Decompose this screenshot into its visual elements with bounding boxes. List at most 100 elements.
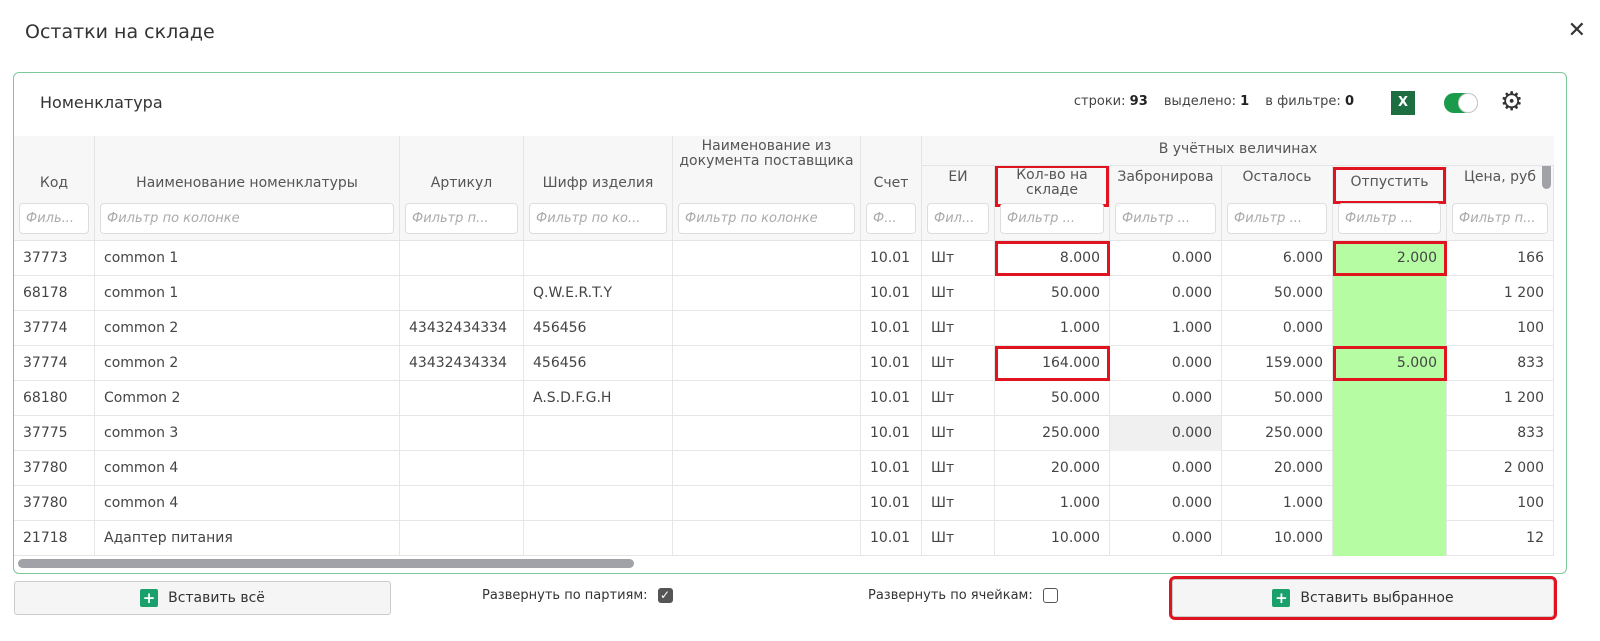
group-header: В учётных величинах [922, 136, 1554, 166]
cell-unit: Шт [922, 416, 995, 451]
cell-account: 10.01 [861, 451, 922, 486]
checkbox-unchecked[interactable] [1042, 588, 1058, 603]
filter-input-name[interactable]: Фильтр по колонке [100, 203, 394, 234]
cell-code: 21718 [14, 521, 95, 556]
expand-batches-checkbox[interactable]: Развернуть по партиям: ✓ [482, 588, 673, 603]
cell-release[interactable] [1333, 276, 1447, 311]
plus-icon: + [140, 589, 159, 607]
cell-name: Common 2 [95, 381, 400, 416]
toggle-switch[interactable] [1444, 93, 1478, 113]
column-label: Наименование номенклатуры [136, 175, 358, 191]
column-label: Код [39, 175, 69, 191]
cell-release[interactable] [1333, 521, 1447, 556]
cell-account: 10.01 [861, 346, 922, 381]
cell-unit: Шт [922, 451, 995, 486]
table-row[interactable]: 21718 Адаптер питания 10.01 Шт 10.000 0.000 10… [14, 521, 1554, 556]
filter-count: 0 [1344, 94, 1354, 109]
cell-product-code [524, 241, 673, 276]
cell-code: 68178 [14, 276, 95, 311]
cell-release[interactable] [1333, 381, 1447, 416]
cell-release[interactable] [1333, 486, 1447, 521]
dialog-title: Остатки на складе [25, 21, 215, 43]
cell-price: 2 000 [1447, 451, 1554, 486]
cell-release[interactable]: 2.000 [1333, 241, 1447, 276]
filter-input-unit[interactable]: Фил... [927, 203, 989, 234]
cell-reserved: 1.000 [1110, 311, 1222, 346]
cell-reserved: 0.000 [1110, 451, 1222, 486]
column-label: Шифр изделия [542, 175, 654, 191]
column-header-article[interactable]: Артикул Фильтр п... [400, 136, 524, 241]
filter-input-code[interactable]: Филь... [19, 203, 89, 234]
table-row[interactable]: 68180 Common 2 A.S.D.F.G.H 10.01 Шт 50.000 0.0… [14, 381, 1554, 416]
gear-icon[interactable]: ⚙ [1500, 87, 1524, 117]
cell-supplier-name [673, 451, 861, 486]
cell-code: 37780 [14, 486, 95, 521]
insert-selected-button[interactable]: + Вставить выбранное [1169, 576, 1557, 620]
cell-account: 10.01 [861, 416, 922, 451]
horizontal-scrollbar[interactable] [18, 559, 634, 568]
table-row[interactable]: 37773 common 1 10.01 Шт 8.000 0.000 6.000 2.000… [14, 241, 1554, 276]
column-label: ЕИ [948, 169, 968, 185]
filter-input-stock-qty[interactable]: Фильтр ... [1000, 203, 1104, 234]
rows-count: 93 [1129, 94, 1148, 109]
cell-reserved: 0.000 [1110, 346, 1222, 381]
stats: строки: 93 выделено: 1 в фильтре: 0 [1074, 94, 1366, 109]
cell-release[interactable] [1333, 451, 1447, 486]
filter-input-remaining[interactable]: Фильтр ... [1227, 203, 1327, 234]
table-row[interactable]: 37780 common 4 10.01 Шт 1.000 0.000 1.000 100 [14, 486, 1554, 521]
filter-input-product-code[interactable]: Фильтр по ко... [529, 203, 667, 234]
table-row[interactable]: 37774 common 2 43432434334 456456 10.01 Шт 1.0… [14, 311, 1554, 346]
cell-price: 833 [1447, 346, 1554, 381]
cell-release[interactable] [1333, 416, 1447, 451]
table-row[interactable]: 37774 common 2 43432434334 456456 10.01 Шт 164… [14, 346, 1554, 381]
cell-release[interactable] [1333, 311, 1447, 346]
column-header-price[interactable]: Цена, руб Фильтр п... [1447, 136, 1554, 241]
insert-all-button[interactable]: + Вставить всё [14, 581, 391, 615]
cell-code: 37773 [14, 241, 95, 276]
cell-stock-qty: 10.000 [995, 521, 1110, 556]
column-label: Отпустить [1333, 167, 1446, 204]
cell-product-code: A.S.D.F.G.H [524, 381, 673, 416]
cell-remaining: 10.000 [1222, 521, 1333, 556]
expand-cells-label: Развернуть по ячейкам: [868, 588, 1033, 603]
table-row[interactable]: 37775 common 3 10.01 Шт 250.000 0.000 250.000 8… [14, 416, 1554, 451]
cell-release[interactable]: 5.000 [1333, 346, 1447, 381]
filter-input-account[interactable]: Ф... [866, 203, 916, 234]
cell-stock-qty: 8.000 [995, 241, 1110, 276]
cell-name: common 4 [95, 486, 400, 521]
selected-label: выделено: [1163, 94, 1236, 109]
cell-account: 10.01 [861, 241, 922, 276]
filter-input-price[interactable]: Фильтр п... [1452, 203, 1548, 234]
table-row[interactable]: 37780 common 4 10.01 Шт 20.000 0.000 20.000 2 0… [14, 451, 1554, 486]
excel-export-icon[interactable]: X [1391, 91, 1415, 115]
column-label: Артикул [430, 175, 493, 191]
column-header-name[interactable]: Наименование номенклатуры Фильтр по колон… [95, 136, 400, 241]
filter-input-supplier-name[interactable]: Фильтр по колонке [678, 203, 855, 234]
cell-product-code [524, 451, 673, 486]
filter-input-reserved[interactable]: Фильтр ... [1115, 203, 1216, 234]
cell-article [400, 451, 524, 486]
cell-article [400, 521, 524, 556]
cell-supplier-name [673, 486, 861, 521]
column-header-supplier-name[interactable]: Наименование из документа поставщика Филь… [673, 136, 861, 241]
cell-stock-qty: 1.000 [995, 486, 1110, 521]
cell-article [400, 486, 524, 521]
filter-input-release[interactable]: Фильтр ... [1338, 203, 1441, 234]
column-header-account[interactable]: Счет Ф... [861, 136, 922, 241]
cell-unit: Шт [922, 381, 995, 416]
column-header-code[interactable]: Код Филь... [14, 136, 95, 241]
cell-price: 166 [1447, 241, 1554, 276]
cell-article: 43432434334 [400, 346, 524, 381]
cell-remaining: 0.000 [1222, 311, 1333, 346]
cell-price: 100 [1447, 486, 1554, 521]
cell-remaining: 50.000 [1222, 381, 1333, 416]
table-row[interactable]: 68178 common 1 Q.W.E.R.T.Y 10.01 Шт 50.000 0.0… [14, 276, 1554, 311]
cell-unit: Шт [922, 276, 995, 311]
cell-product-code [524, 416, 673, 451]
plus-icon: + [1272, 589, 1291, 607]
filter-input-article[interactable]: Фильтр п... [405, 203, 518, 234]
checkbox-checked[interactable]: ✓ [657, 588, 673, 603]
column-header-product-code[interactable]: Шифр изделия Фильтр по ко... [524, 136, 673, 241]
expand-cells-checkbox[interactable]: Развернуть по ячейкам: [868, 588, 1058, 603]
close-icon[interactable]: ✕ [1567, 18, 1586, 43]
